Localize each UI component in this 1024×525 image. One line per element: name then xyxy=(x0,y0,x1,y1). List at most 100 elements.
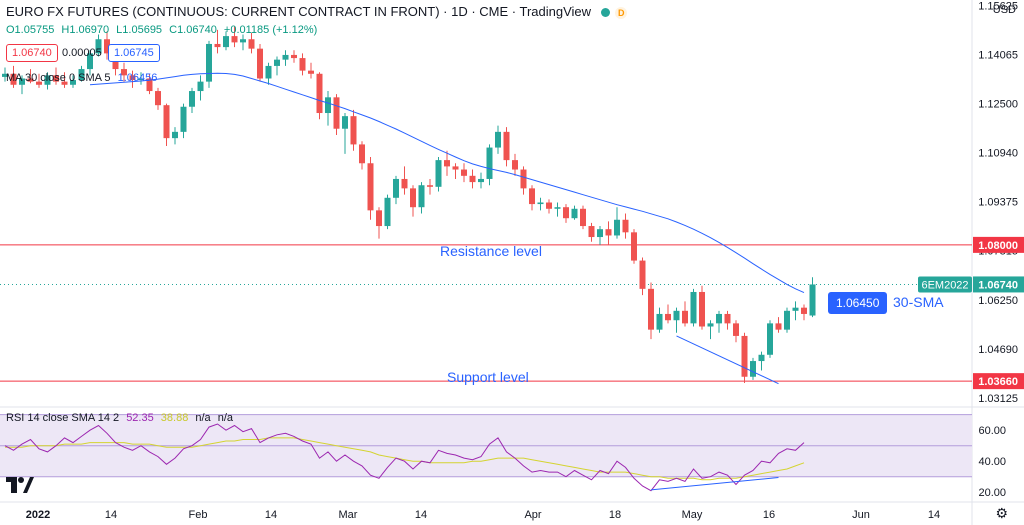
sma-callout-box: 1.06450 xyxy=(828,292,888,314)
candle-body xyxy=(410,188,416,208)
candle-body xyxy=(163,105,170,139)
ma-legend[interactable]: MA 30 close 0 SMA 5 1.06456 xyxy=(6,72,161,84)
time-tick-label: 2022 xyxy=(26,509,50,521)
candle-body xyxy=(673,310,680,321)
time-tick-label: 18 xyxy=(609,509,621,521)
candle-body xyxy=(206,43,212,82)
candle-body xyxy=(44,75,51,85)
support-label: Support level xyxy=(447,369,529,385)
tradingview-logo-icon[interactable] xyxy=(6,473,34,497)
candle-body xyxy=(146,78,153,92)
time-tick-label: Mar xyxy=(339,509,358,521)
sell-price-box[interactable]: 1.06740 xyxy=(6,44,58,62)
candle-body xyxy=(690,291,697,324)
currency-label[interactable]: USD xyxy=(992,4,1016,16)
candle-body xyxy=(639,260,646,289)
time-tick-label: May xyxy=(682,509,703,521)
time-axis[interactable]: 2022 14 Feb 14 Mar 14 Apr 18 May 16 Jun 14 xyxy=(26,509,940,521)
candle-body xyxy=(223,36,229,48)
ohlc-open: O1.05755 xyxy=(6,24,55,36)
time-tick-label: 14 xyxy=(105,509,117,521)
candle-body xyxy=(537,202,544,205)
buy-price-box[interactable]: 1.06745 xyxy=(108,44,160,62)
candles xyxy=(2,26,816,384)
candle-body xyxy=(10,73,17,85)
time-tick-label: 14 xyxy=(265,509,277,521)
candle-body xyxy=(325,97,331,114)
spread-value: 0.00005 xyxy=(62,47,102,59)
status-dot-icon xyxy=(600,8,610,18)
candle-body xyxy=(265,65,272,79)
candle-body xyxy=(27,78,34,82)
candle-body xyxy=(138,78,144,81)
candle-body xyxy=(333,97,340,129)
rsi-lines xyxy=(4,423,805,492)
rsi-trendline xyxy=(650,477,779,491)
candle-body xyxy=(401,178,408,189)
candle-body xyxy=(129,75,136,81)
price-tag-value: 1.06740 xyxy=(978,279,1018,291)
symbol-tag-bg xyxy=(918,276,972,293)
candle-body xyxy=(461,169,467,176)
time-tick-label: 14 xyxy=(928,509,940,521)
candle-body xyxy=(733,323,739,336)
candle-body xyxy=(546,202,552,209)
candle-body xyxy=(350,116,357,145)
candle-body xyxy=(750,361,756,377)
ma-value: 1.06456 xyxy=(117,72,158,84)
candle-body xyxy=(53,75,59,82)
candle-body xyxy=(580,208,586,227)
candle-body xyxy=(563,207,569,219)
price-tick-label: 1.04690 xyxy=(978,344,1018,356)
candle-body xyxy=(512,160,518,170)
candle-body xyxy=(155,91,161,106)
candle-body xyxy=(571,208,578,219)
rsi-sma-value: 38.88 xyxy=(160,412,189,424)
candle-body xyxy=(435,160,442,187)
price-tick-label: 1.15625 xyxy=(978,0,1018,12)
candle-body xyxy=(189,91,195,107)
candle-body xyxy=(699,291,705,327)
candle-body xyxy=(172,131,178,139)
candle-body xyxy=(784,310,790,330)
candle-body xyxy=(775,323,782,330)
candle-body xyxy=(2,73,8,77)
price-tag-value: 1.08000 xyxy=(978,240,1018,252)
candle-body xyxy=(614,219,620,236)
candle-body xyxy=(384,197,391,227)
candle-body xyxy=(622,219,629,233)
rsi-na-1: n/a xyxy=(195,412,211,424)
candle-body xyxy=(121,69,127,76)
settings-gear-icon[interactable]: ⚙ xyxy=(995,505,1008,521)
candle-body xyxy=(520,169,527,189)
candle-body xyxy=(767,323,773,355)
price-tick-label: 1.14065 xyxy=(978,49,1018,61)
delay-badge: D xyxy=(615,6,628,19)
candle-body xyxy=(605,229,612,236)
candle-body xyxy=(257,48,263,79)
candle-body xyxy=(214,43,221,48)
candle-body xyxy=(469,175,476,183)
candle-body xyxy=(359,144,365,164)
price-axis[interactable]: 1.156251.140651.125001.109401.093751.078… xyxy=(918,0,1024,499)
candle-body xyxy=(231,36,238,43)
ohlc-high: H1.06970 xyxy=(61,24,110,36)
candle-body xyxy=(792,307,799,311)
candle-body xyxy=(724,313,731,324)
candle-body xyxy=(588,226,595,238)
time-tick-label: 16 xyxy=(763,509,775,521)
candle-body xyxy=(452,166,459,170)
candle-body xyxy=(418,185,425,208)
candle-body xyxy=(478,178,484,183)
price-tick-label: 1.03125 xyxy=(978,393,1018,405)
time-tick-label: 14 xyxy=(415,509,427,521)
candle-body xyxy=(427,185,433,187)
ohlc-close: C1.06740 xyxy=(169,24,217,36)
candle-body xyxy=(444,160,450,167)
chart-title-bar: EURO FX FUTURES (CONTINUOUS: CURRENT CON… xyxy=(6,4,628,19)
price-tag-bg xyxy=(973,236,1024,253)
candle-body xyxy=(486,147,493,179)
price-tick-label: 1.09375 xyxy=(978,197,1018,209)
rsi-legend[interactable]: RSI 14 close SMA 14 2 52.35 38.88 n/a n/… xyxy=(6,412,233,424)
